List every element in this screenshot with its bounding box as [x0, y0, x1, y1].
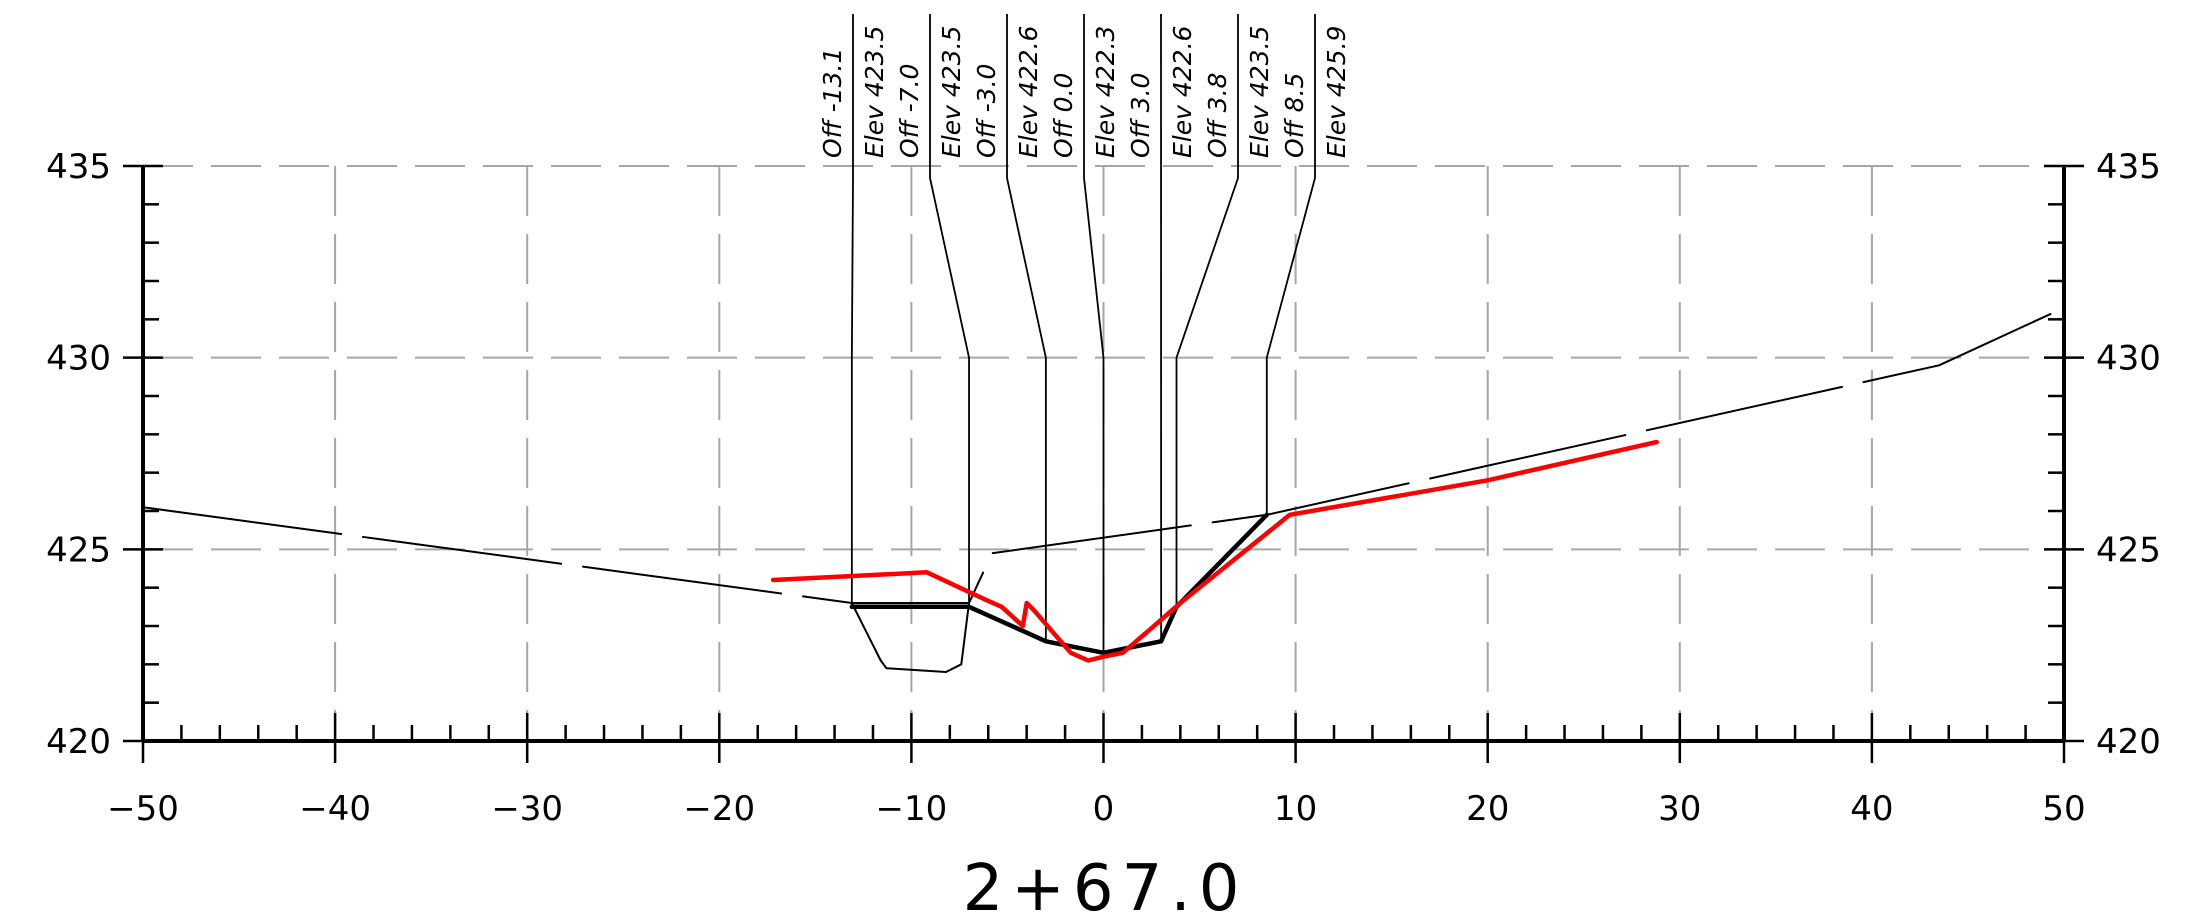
annotation-elev-label: Elev 423.5 — [1245, 26, 1274, 158]
y-tick-label-right: 425 — [2096, 530, 2161, 570]
x-tick-label: 40 — [1850, 789, 1893, 829]
y-tick-label-left: 430 — [46, 339, 111, 379]
axes: 420 420 425 425 430 430 435 435 −50 −40 −30 −20 −10 0… — [46, 147, 2161, 829]
x-tick-label: −50 — [107, 789, 179, 829]
series-sump-outline — [850, 602, 970, 673]
x-tick-label: 0 — [1093, 789, 1115, 829]
x-tick-label: 50 — [2042, 789, 2085, 829]
annotation-elev-label: Elev 425.9 — [1322, 26, 1351, 158]
x-tick-label: −20 — [683, 789, 755, 829]
annotation-offset-label: Off 0.0 — [1049, 73, 1078, 158]
annotation-offset-label: Off 3.0 — [1126, 73, 1155, 158]
y-tick-label-left: 420 — [46, 722, 111, 762]
annotation-offset-label: Off 3.8 — [1203, 73, 1232, 158]
annotation-leader — [929, 14, 970, 607]
x-tick-label: 10 — [1274, 789, 1317, 829]
series-surveyed-ground — [770, 439, 1659, 663]
annotation-elev-label: Elev 422.6 — [1168, 26, 1197, 158]
series — [142, 306, 2065, 673]
y-tick-label-right: 420 — [2096, 722, 2161, 762]
y-tick-label-right: 430 — [2096, 339, 2161, 379]
y-tick-label-left: 435 — [46, 147, 111, 187]
annotation-elev-label: Elev 422.3 — [1091, 26, 1120, 158]
x-tick-label: 30 — [1658, 789, 1701, 829]
annotation-offset-label: Off -3.0 — [972, 64, 1001, 158]
y-tick-label-right: 435 — [2096, 147, 2161, 187]
annotation-leader — [850, 14, 854, 607]
x-tick-label: −40 — [299, 789, 371, 829]
annotation-leader — [1083, 14, 1105, 653]
annotation-offset-label: Off 8.5 — [1280, 73, 1309, 158]
annotation-elev-label: Elev 422.6 — [1014, 26, 1043, 158]
x-tick-label: −30 — [491, 789, 563, 829]
annotation-elev-label: Elev 423.5 — [860, 26, 889, 158]
annotation-offset-label: Off -13.1 — [818, 48, 847, 158]
annotation-elev-label: Elev 423.5 — [937, 26, 966, 158]
y-tick-label-left: 425 — [46, 530, 111, 570]
annotation-leaders: Off -13.1 Elev 423.5 Off -7.0 Elev 423.5 Off… — [818, 13, 1351, 653]
annotation-leader — [1006, 14, 1047, 642]
annotation-leader — [1265, 14, 1316, 515]
annotation-leader — [1175, 14, 1239, 607]
x-tick-label: 20 — [1466, 789, 1509, 829]
station-title: 2+67.0 — [963, 852, 1248, 924]
x-tick-label: −10 — [876, 789, 948, 829]
annotation-offset-label: Off -7.0 — [895, 64, 924, 158]
